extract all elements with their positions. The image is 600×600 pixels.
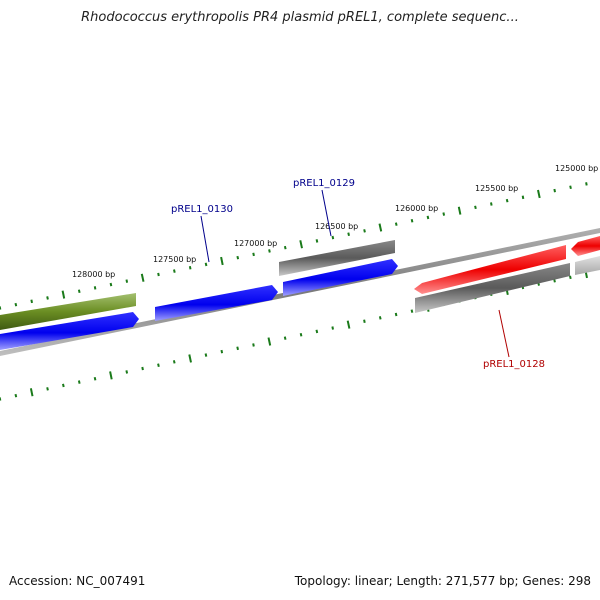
minor-tick (220, 349, 224, 354)
tick-label-126500: 126500 bp (315, 222, 358, 231)
minor-tick (14, 302, 18, 307)
major-tick (61, 290, 66, 299)
leader-line-pREL1-0129 (321, 189, 332, 237)
gene-feature-lightgray-right[interactable] (575, 256, 600, 275)
minor-tick (410, 309, 414, 313)
minor-tick (553, 188, 556, 193)
minor-tick (172, 360, 176, 364)
major-tick (188, 354, 192, 363)
minor-tick (569, 185, 572, 190)
minor-tick (315, 329, 319, 334)
major-tick (29, 388, 34, 397)
minor-tick (46, 387, 49, 391)
major-tick (220, 256, 224, 266)
minor-tick (77, 380, 81, 384)
minor-tick (62, 383, 65, 388)
tick-label-128000: 128000 bp (72, 270, 115, 279)
major-tick (378, 223, 383, 232)
tick-label-127000: 127000 bp (234, 239, 277, 248)
minor-tick (268, 249, 271, 253)
minor-tick (109, 282, 113, 287)
minor-tick (505, 198, 509, 203)
minor-tick (585, 182, 588, 186)
minor-tick (125, 279, 129, 283)
gene-feature-pREL1-0129-upper[interactable] (279, 240, 395, 276)
gene-feature-pREL1-0129[interactable] (283, 259, 398, 296)
minor-tick (173, 269, 176, 273)
minor-tick (283, 336, 287, 340)
minor-tick (442, 212, 446, 216)
gene-feature-red-right[interactable] (571, 236, 600, 256)
minor-tick (521, 195, 525, 200)
minor-tick (236, 346, 239, 351)
minor-tick (299, 332, 303, 337)
minor-tick (14, 393, 18, 398)
minor-tick (157, 363, 160, 368)
minor-tick (77, 289, 81, 294)
gene-label-pREL1-0129[interactable]: pREL1_0129 (293, 178, 355, 189)
gene-feature-gray-lower[interactable] (415, 263, 570, 313)
minor-tick (283, 245, 287, 250)
accession-text: Accession: NC_007491 (9, 574, 146, 588)
leader-line-pREL1-0128 (498, 309, 510, 358)
minor-tick (474, 205, 477, 210)
gene-label-pREL1-0128[interactable]: pREL1_0128 (483, 359, 545, 370)
minor-tick (93, 286, 97, 290)
minor-tick (141, 366, 144, 371)
major-tick (267, 337, 272, 346)
minor-tick (252, 252, 255, 257)
minor-tick (363, 319, 366, 323)
major-tick (299, 240, 303, 249)
tick-label-126000: 126000 bp (395, 204, 438, 213)
minor-tick (252, 343, 255, 347)
minor-tick (188, 266, 192, 270)
minor-tick (157, 272, 160, 277)
minor-tick (363, 229, 366, 233)
gene-feature-blue-left[interactable] (0, 312, 139, 350)
gene-label-pREL1-0130[interactable]: pREL1_0130 (171, 204, 233, 215)
minor-tick (204, 262, 208, 267)
tick-label-125500: 125500 bp (475, 184, 518, 193)
minor-tick (569, 275, 572, 280)
minor-tick (315, 239, 319, 243)
tick-label-127500: 127500 bp (153, 255, 196, 264)
gene-feature-olive[interactable] (0, 293, 136, 330)
minor-tick (331, 326, 334, 330)
minor-tick (426, 215, 430, 220)
gene-feature-pREL1-0128[interactable] (414, 245, 566, 294)
major-tick (537, 189, 541, 199)
minor-tick (46, 296, 49, 300)
minor-tick (347, 232, 350, 237)
minor-tick (204, 353, 208, 357)
minor-tick (490, 202, 493, 206)
minor-tick (125, 370, 129, 374)
minor-tick (378, 316, 382, 320)
minor-tick (410, 218, 414, 223)
minor-tick (236, 255, 240, 260)
tick-label-125000: 125000 bp (555, 164, 598, 173)
major-tick (457, 206, 462, 215)
major-tick (109, 371, 113, 380)
minor-tick (331, 235, 335, 240)
major-tick (140, 273, 145, 282)
sequence-summary: Topology: linear; Length: 271,577 bp; Ge… (294, 574, 591, 588)
major-tick (346, 320, 351, 329)
minor-tick (394, 222, 398, 226)
minor-tick (30, 299, 33, 304)
upper-tick-track (0, 182, 588, 310)
minor-tick (93, 376, 97, 381)
map-title: Rhodococcus erythropolis PR4 plasmid pRE… (81, 10, 519, 25)
leader-line-pREL1-0130 (200, 215, 210, 263)
minor-tick (394, 312, 398, 317)
gene-feature-pREL1-0130[interactable] (155, 285, 278, 321)
